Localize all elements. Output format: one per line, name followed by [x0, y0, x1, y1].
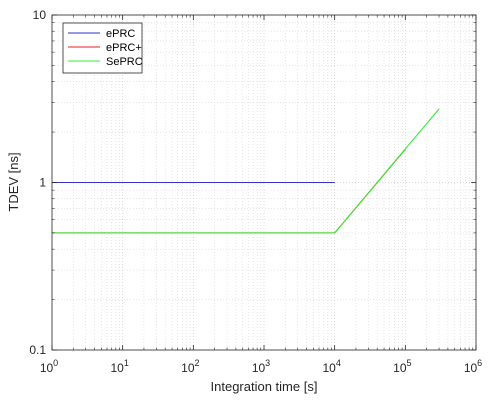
y-tick-label: 1: [39, 176, 46, 190]
x-tick-label: 103: [252, 358, 270, 375]
legend: ePRC ePRC+ SePRC: [62, 22, 143, 74]
y-tick-labels: 0.1 1 10: [29, 8, 46, 357]
y-tick-label: 10: [33, 8, 47, 22]
legend-label: SePRC: [106, 56, 143, 68]
y-tick-label: 0.1: [29, 343, 46, 357]
minor-grid: [52, 15, 476, 350]
x-tick-labels: 100 101 102 103 104 105 106: [40, 358, 482, 375]
x-tick-label: 100: [40, 358, 58, 375]
x-tick-label: 101: [110, 358, 128, 375]
series-lines: [52, 108, 440, 234]
x-tick-label: 105: [393, 358, 411, 375]
x-axis-title: Integration time [s]: [211, 379, 318, 394]
x-tick-label: 104: [322, 358, 340, 375]
legend-label: ePRC+: [106, 42, 142, 54]
x-tick-label: 106: [464, 358, 482, 375]
x-tick-label: 102: [181, 358, 199, 375]
series-line-seprc: [52, 108, 440, 234]
axis-ticks: [51, 14, 477, 351]
y-axis-title: TDEV [ns]: [6, 152, 21, 211]
legend-label: ePRC: [106, 28, 135, 40]
legend-box: [62, 22, 143, 74]
